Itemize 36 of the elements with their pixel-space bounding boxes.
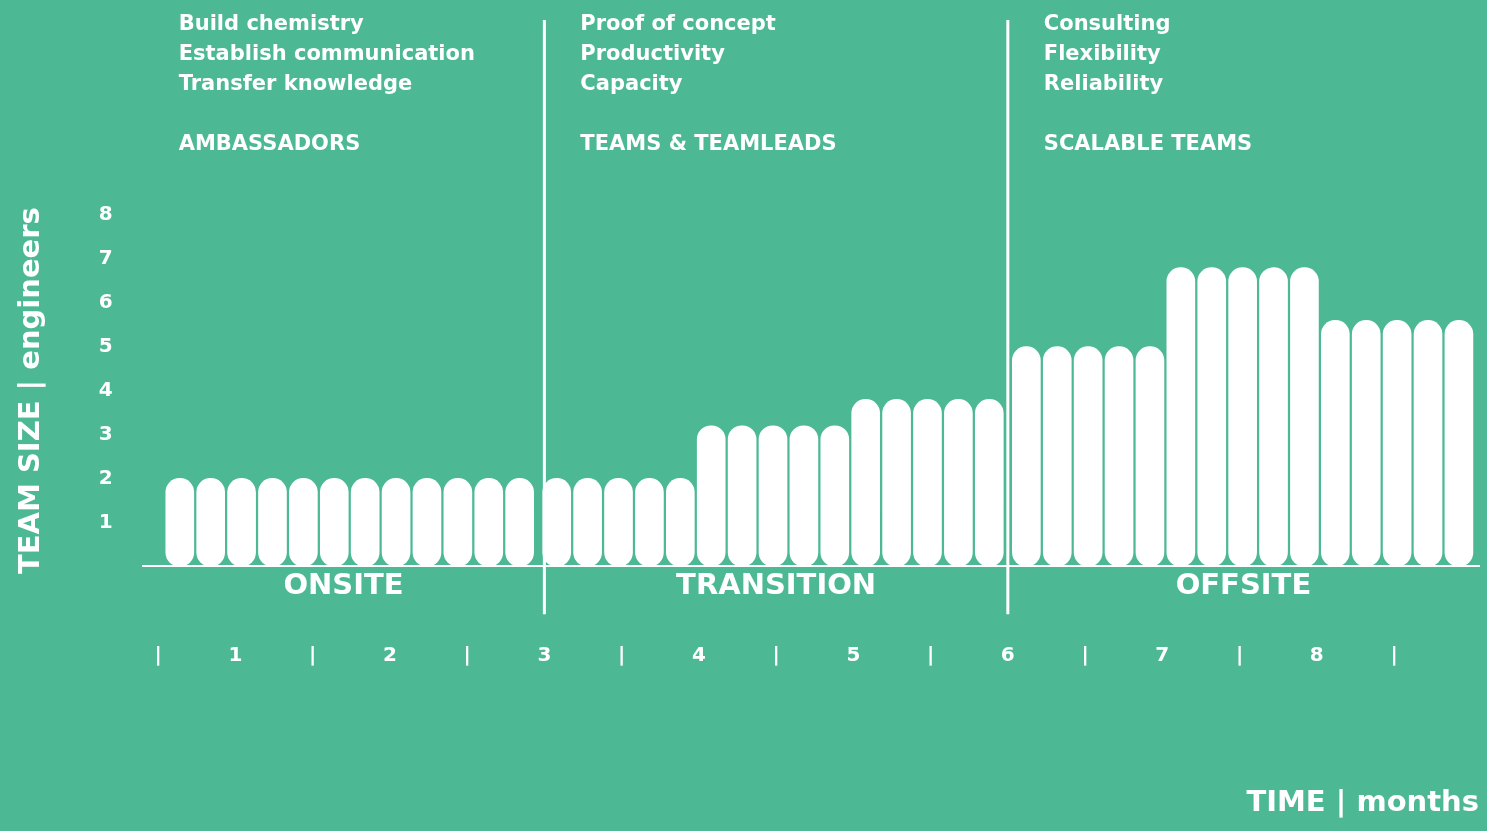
- text: ONSITE: [283, 567, 404, 602]
- x-tick-label: 6: [1000, 642, 1015, 667]
- x-tick-label: 2: [382, 642, 397, 667]
- x-tick-label: |: [463, 642, 471, 667]
- x-tick-label: |: [772, 642, 780, 667]
- y-tick-label: 8: [98, 201, 113, 226]
- x-tick-label: |: [1235, 642, 1244, 667]
- y-tick-label: 6: [98, 289, 113, 313]
- x-tick-label: 3: [537, 642, 552, 667]
- y-tick-label: 2: [98, 464, 113, 489]
- y-axis-title: TEAM SIZE | engineers: [11, 207, 46, 575]
- x-tick-label: 8: [1309, 642, 1324, 667]
- x-tick-label: |: [617, 642, 626, 667]
- y-tick-label: 1: [98, 508, 113, 533]
- y-tick-label: 7: [98, 245, 113, 270]
- x-tick-label: |: [1390, 642, 1398, 667]
- x-tick-label: 4: [691, 642, 706, 667]
- text: TRANSITION: [676, 567, 877, 602]
- y-tick-label: 4: [98, 376, 113, 401]
- text: Consulting Flexibility Reliability: [1043, 11, 1171, 95]
- text: OFFSITE: [1175, 567, 1312, 602]
- y-tick-label: 3: [98, 420, 113, 445]
- x-tick-label: |: [154, 642, 162, 667]
- x-tick-label: |: [926, 642, 935, 667]
- x-tick-label: 7: [1155, 642, 1170, 667]
- text: TEAMS & TEAMLEADS: [580, 131, 837, 155]
- y-tick-label: 5: [98, 332, 113, 357]
- text: SCALABLE TEAMS: [1043, 131, 1253, 155]
- x-tick-label: 5: [846, 642, 861, 667]
- x-axis-title: TIME | months: [1246, 784, 1479, 819]
- x-tick-label: 1: [228, 642, 243, 667]
- x-tick-label: |: [1081, 642, 1089, 667]
- x-tick-label: |: [308, 642, 317, 667]
- text: Proof of concept Productivity Capacity: [580, 11, 776, 95]
- text: Build chemistry Establish communication Transfer knowledge: [178, 11, 475, 95]
- text: AMBASSADORS: [178, 131, 361, 155]
